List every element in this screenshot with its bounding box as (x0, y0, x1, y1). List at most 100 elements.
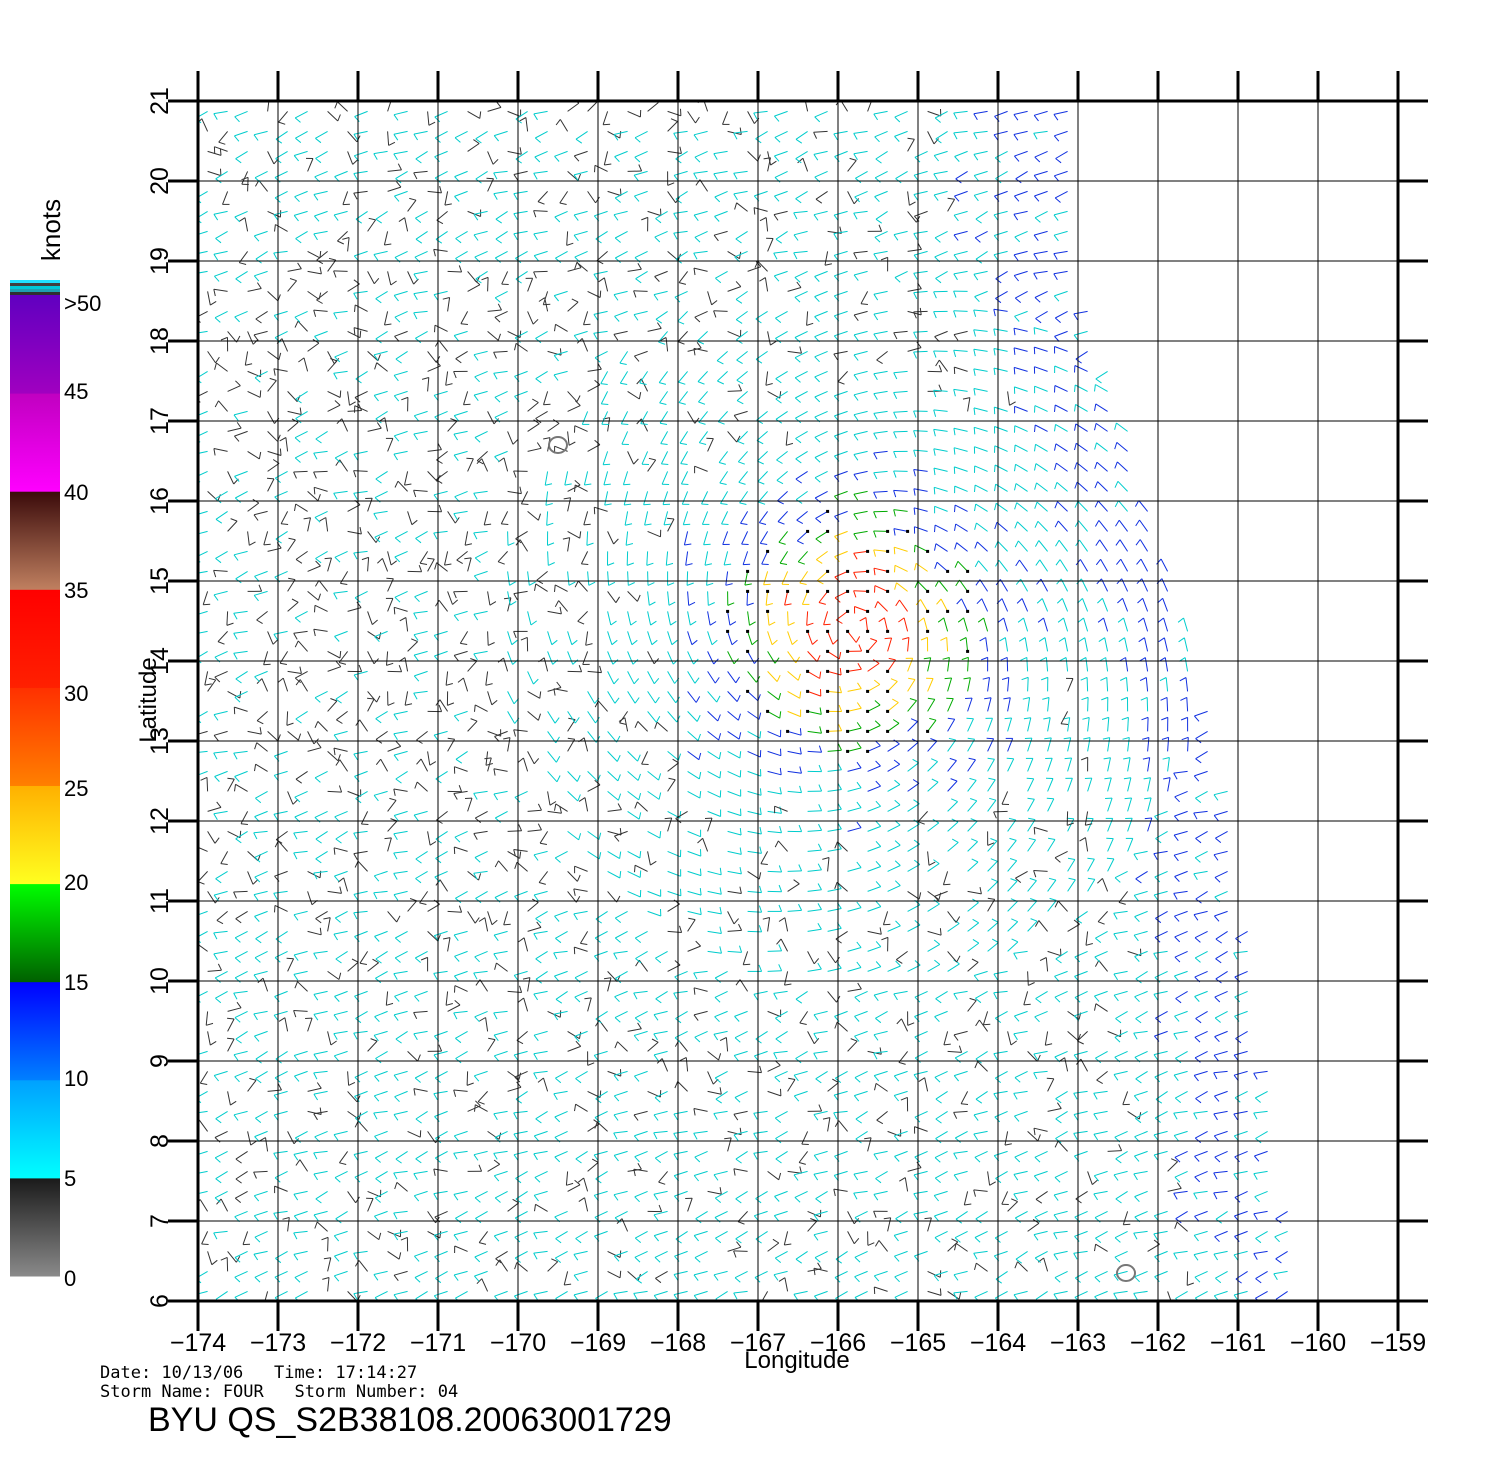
wind-barb (249, 541, 256, 546)
wind-barb (612, 659, 619, 665)
wind-barb (455, 1050, 468, 1059)
wind-barb (853, 530, 868, 535)
wind-barb (1274, 1230, 1288, 1238)
wind-barb (294, 810, 308, 818)
wind-barb (1113, 913, 1118, 920)
wind-barb (1133, 1095, 1140, 1102)
wind-barb (665, 337, 669, 352)
wind-barb (667, 711, 678, 723)
wind-barb (827, 828, 842, 832)
wind-barb (493, 1055, 500, 1062)
wind-barb (625, 543, 634, 546)
wind-barb (620, 382, 628, 385)
wind-barb (1054, 520, 1059, 528)
wind-barb (261, 678, 269, 692)
wind-barb (687, 750, 700, 761)
colorbar-tick-label: 15 (64, 970, 88, 995)
wind-barb (1194, 930, 1208, 939)
wind-barb (627, 771, 639, 781)
wind-barb (634, 350, 648, 357)
wind-barb (206, 777, 209, 792)
wind-barb (973, 1110, 988, 1116)
wind-barb (355, 1010, 368, 1019)
wind-barb (543, 657, 549, 672)
wind-barb (655, 715, 661, 723)
wind-barb (918, 892, 922, 900)
wind-barb (281, 523, 289, 525)
wind-barb (807, 810, 822, 812)
wind-barb (553, 952, 558, 960)
wind-barb (273, 813, 279, 821)
wind-barb (894, 799, 901, 806)
wind-barb (853, 590, 857, 598)
wind-barb (837, 371, 848, 382)
wind-barb (533, 1250, 548, 1254)
wind-barb (795, 1250, 808, 1260)
wind-barb (994, 541, 999, 548)
wind-barb (914, 1010, 928, 1017)
wind-barb (1153, 990, 1168, 995)
wind-barb (474, 570, 488, 577)
wind-barb (1253, 1170, 1268, 1175)
wind-barb (247, 1079, 257, 1092)
wind-barb (767, 790, 782, 795)
wind-barb (1024, 637, 1029, 652)
wind-barb (453, 790, 468, 794)
wind-barb (714, 1077, 721, 1083)
wind-barb (708, 602, 715, 606)
wind-barb (484, 523, 492, 526)
wind-barb (259, 390, 262, 398)
wind-barb (714, 1217, 721, 1223)
wind-barb (1033, 1127, 1048, 1132)
wind-barb (254, 910, 268, 917)
wind-barb (693, 1010, 708, 1016)
wind-barb (914, 1156, 921, 1163)
wind-barb (547, 610, 562, 615)
wind-barb (343, 877, 349, 892)
wind-barb (1163, 777, 1171, 780)
wind-barb (367, 1198, 374, 1212)
wind-barb (1174, 1176, 1181, 1183)
wind-barb (198, 570, 208, 574)
wind-barb (1173, 1250, 1188, 1254)
wind-barb (295, 670, 308, 679)
wind-barb (716, 695, 721, 703)
wind-barb (567, 771, 578, 782)
wind-barb (979, 637, 986, 642)
wind-barb (607, 1270, 621, 1279)
wind-barb (673, 1130, 688, 1134)
wind-barb (1013, 1290, 1028, 1296)
wind-barb (414, 596, 420, 603)
wind-barb (1193, 914, 1199, 921)
wind-barb (1215, 1277, 1222, 1284)
wind-barb (313, 1110, 328, 1115)
wind-barb (725, 1037, 729, 1052)
wind-barb (327, 790, 342, 793)
wind-barb (1173, 854, 1179, 862)
rain-flag-marker (926, 629, 930, 633)
wind-barb (833, 1188, 848, 1192)
wind-barb (558, 600, 568, 612)
wind-barb (474, 1275, 480, 1282)
wind-barb (939, 1288, 942, 1296)
wind-barb (254, 1236, 261, 1243)
wind-barb (573, 1290, 588, 1296)
wind-barb (527, 902, 539, 912)
wind-barb (454, 710, 468, 717)
wind-barb (873, 990, 888, 996)
wind-barb (1195, 1010, 1208, 1019)
wind-barb (1075, 1198, 1082, 1204)
wind-barb (316, 1221, 328, 1232)
wind-barb (198, 990, 208, 997)
wind-barb (1113, 990, 1128, 996)
wind-barb (1123, 617, 1129, 632)
wind-barb (1115, 1158, 1122, 1164)
wind-barb (1009, 401, 1016, 406)
wind-barb (294, 640, 299, 648)
wind-barb (1007, 921, 1019, 932)
wind-barb (894, 1250, 908, 1257)
wind-barb (1085, 931, 1089, 946)
wind-barb (815, 1198, 822, 1204)
wind-barb (1114, 1036, 1121, 1043)
wind-barb (198, 930, 208, 938)
